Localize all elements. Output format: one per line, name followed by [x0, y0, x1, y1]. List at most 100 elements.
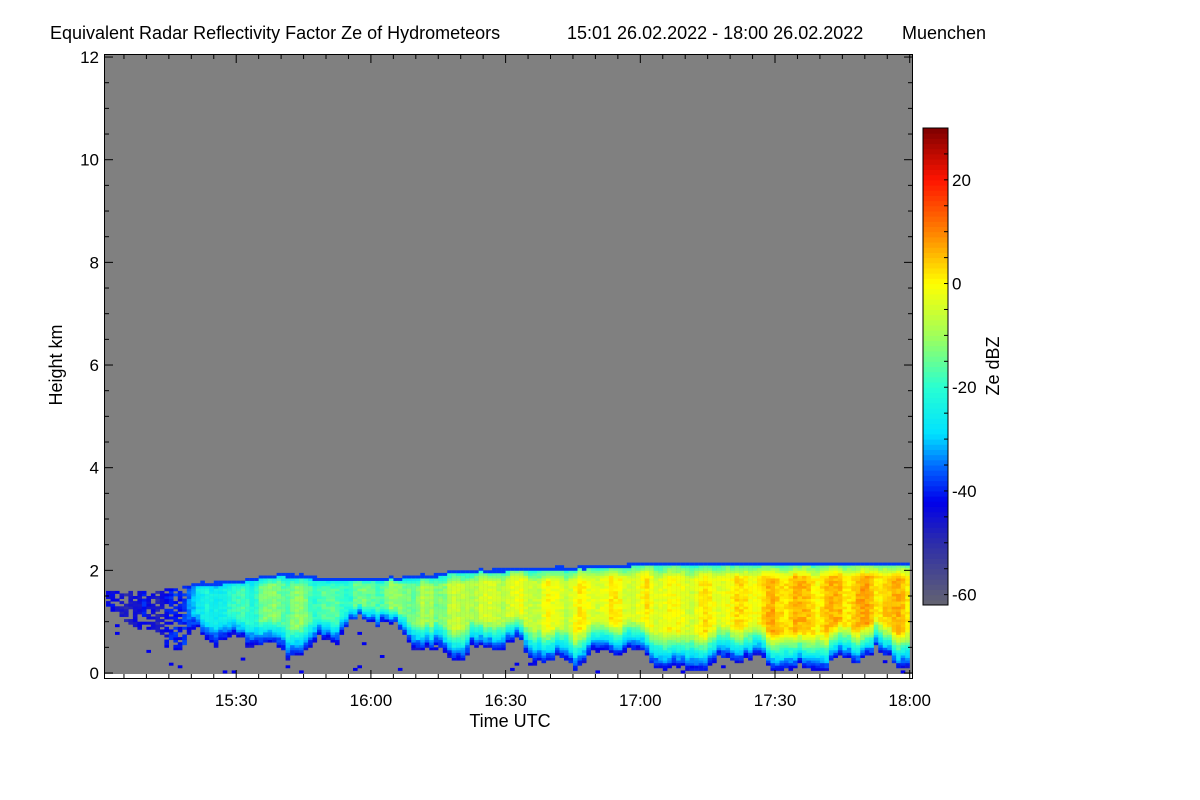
heatmap-cell [281, 585, 286, 589]
heatmap-cell [415, 637, 421, 641]
heatmap-cell [824, 562, 829, 566]
heatmap-cell [492, 637, 497, 641]
heatmap-cell [191, 616, 196, 620]
heatmap-cell [694, 649, 699, 653]
heatmap-cell [478, 593, 484, 597]
heatmap-cell [195, 585, 201, 589]
heatmap-cell [635, 616, 641, 620]
heatmap-cell [631, 626, 636, 630]
heatmap-cell [119, 601, 125, 605]
heatmap-cell [451, 634, 457, 638]
heatmap-cell [465, 611, 470, 615]
heatmap-cell [460, 583, 466, 587]
heatmap-cell [231, 629, 237, 633]
heatmap-cell [586, 652, 591, 656]
heatmap-cell [231, 631, 237, 635]
heatmap-cell [326, 616, 331, 620]
heatmap-cell [393, 606, 398, 610]
heatmap-cell [568, 572, 574, 576]
heatmap-cell [837, 570, 843, 574]
heatmap-cell [752, 634, 758, 638]
heatmap-cell [828, 637, 834, 641]
heatmap-cell [766, 578, 771, 581]
heatmap-cell [788, 596, 794, 599]
heatmap-cell [317, 585, 322, 589]
heatmap-cell [447, 570, 452, 574]
heatmap-cell [132, 614, 138, 617]
heatmap-cell [348, 598, 354, 602]
heatmap-cell [501, 606, 506, 610]
heatmap-cell [694, 639, 699, 643]
heatmap-cell [622, 644, 627, 648]
heatmap-cell [335, 583, 340, 587]
heatmap-cell [667, 639, 672, 643]
heatmap-cell [357, 608, 362, 612]
heatmap-cell [802, 598, 807, 602]
heatmap-cell [424, 624, 430, 628]
heatmap-cell [784, 649, 789, 653]
heatmap-cell [766, 619, 771, 623]
heatmap-cell [218, 631, 223, 635]
heatmap-cell [438, 593, 443, 597]
heatmap-cell [456, 655, 461, 658]
heatmap-cell [245, 634, 250, 638]
heatmap-cell [631, 562, 636, 566]
heatmap-cell [703, 662, 708, 666]
heatmap-cell [716, 575, 722, 579]
heatmap-cell [397, 614, 403, 617]
heatmap-cell [797, 647, 803, 651]
heatmap-cell [802, 578, 807, 581]
heatmap-cell [424, 585, 430, 589]
heatmap-cell [222, 670, 228, 674]
heatmap-cell [761, 598, 767, 602]
heatmap-cell [739, 567, 744, 571]
heatmap-cell [537, 567, 542, 571]
heatmap-cell [514, 583, 520, 587]
heatmap-cell [537, 603, 542, 607]
heatmap-cell [712, 642, 717, 646]
heatmap-cell [236, 596, 241, 599]
heatmap-cell [608, 565, 614, 569]
heatmap-cell [510, 667, 515, 671]
heatmap-cell [317, 596, 322, 599]
heatmap-cell [335, 608, 340, 612]
heatmap-cell [335, 603, 340, 607]
heatmap-cell [793, 619, 798, 623]
heatmap-cell [635, 585, 641, 589]
heatmap-cell [258, 614, 264, 617]
heatmap-cell [375, 621, 380, 625]
heatmap-cell [218, 590, 223, 594]
heatmap-cell [200, 580, 205, 584]
heatmap-cell [757, 567, 762, 571]
heatmap-cell [617, 621, 623, 625]
heatmap-cell [608, 598, 614, 602]
heatmap-cell [784, 652, 789, 656]
heatmap-cell [667, 570, 672, 574]
heatmap-cell [433, 621, 439, 625]
heatmap-cell [537, 611, 542, 615]
heatmap-cell [819, 662, 825, 666]
heatmap-cell [676, 603, 681, 607]
heatmap-cell [532, 606, 538, 610]
heatmap-cell [788, 575, 794, 579]
heatmap-cell [182, 626, 187, 630]
heatmap-cell [478, 616, 484, 620]
heatmap-cell [541, 606, 547, 610]
heatmap-cell [290, 588, 295, 592]
heatmap-cell [478, 608, 484, 612]
heatmap-cell [649, 611, 654, 615]
heatmap-cell [581, 603, 587, 607]
heatmap-cell [496, 621, 502, 625]
heatmap-cell [276, 585, 282, 589]
heatmap-cell [608, 575, 614, 579]
heatmap-cell [851, 655, 856, 658]
heatmap-cell [375, 590, 380, 594]
heatmap-cell [797, 624, 803, 628]
heatmap-cell [128, 603, 133, 607]
heatmap-cell [339, 585, 345, 589]
heatmap-cell [429, 608, 434, 612]
heatmap-cell [249, 593, 255, 597]
heatmap-cell [519, 619, 524, 623]
heatmap-cell [406, 621, 412, 625]
heatmap-cell [658, 598, 663, 602]
